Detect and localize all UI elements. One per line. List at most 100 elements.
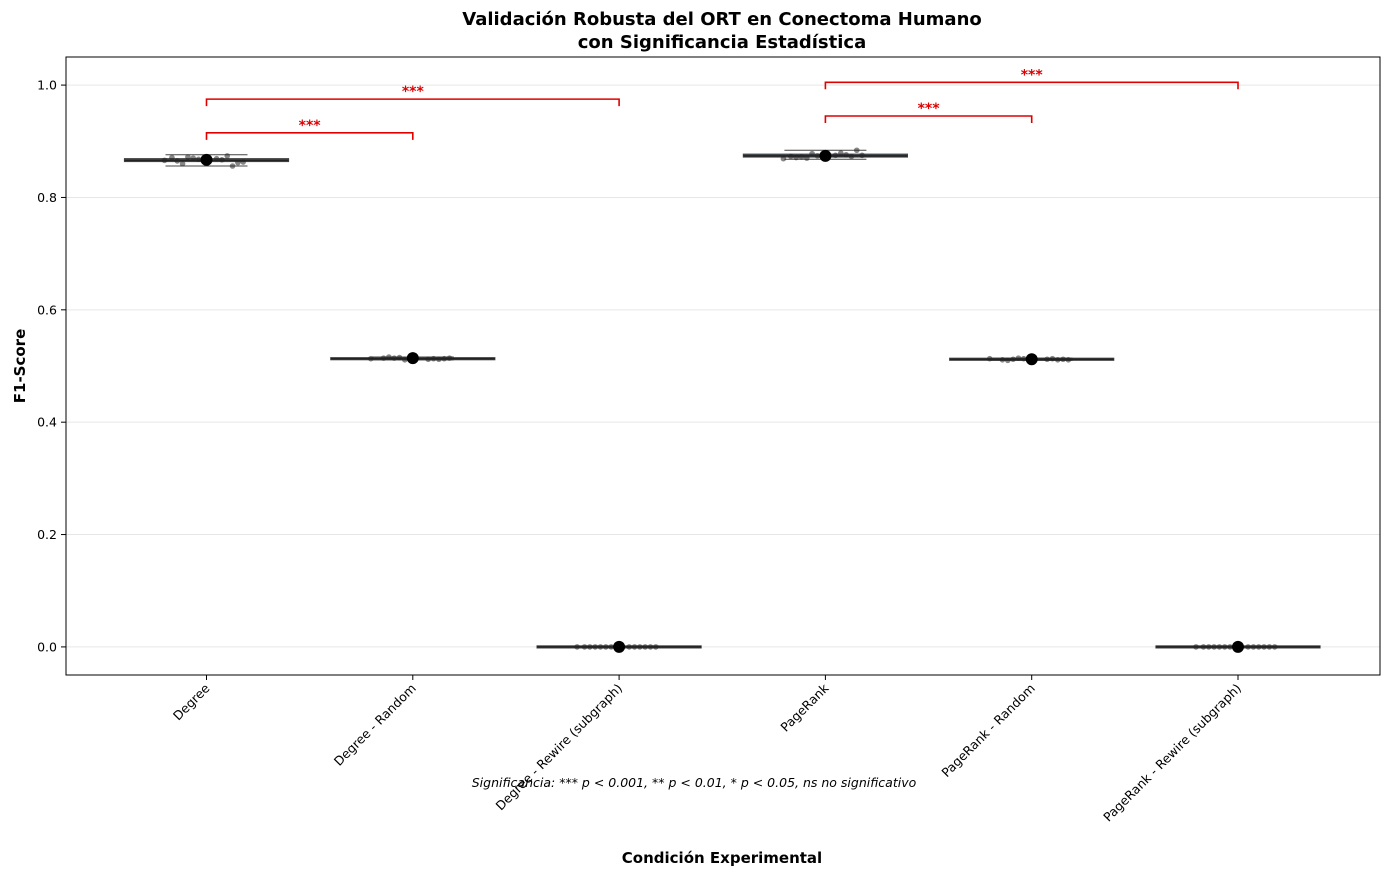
box-group [536, 640, 702, 653]
data-point [1221, 644, 1228, 650]
data-point [229, 163, 236, 169]
data-point [430, 355, 437, 362]
data-point [1266, 644, 1273, 650]
data-point [1261, 644, 1267, 650]
data-point [1205, 644, 1212, 650]
box-group [742, 147, 909, 162]
data-point [631, 644, 638, 650]
significance-label: *** [1021, 67, 1044, 83]
data-point [798, 154, 805, 160]
data-point [190, 155, 197, 161]
data-point [853, 147, 860, 154]
data-point [832, 152, 839, 159]
data-point [235, 159, 241, 166]
data-point [1255, 644, 1262, 650]
significance-label: *** [402, 84, 425, 100]
y-tick-label: 0.0 [37, 639, 57, 654]
y-tick-label: 0.4 [37, 415, 57, 430]
data-point [1216, 644, 1223, 650]
data-point [169, 154, 175, 161]
data-point [642, 644, 648, 650]
data-point [1250, 644, 1257, 650]
data-point [396, 354, 403, 361]
y-axis: 0.0 0.2 0.4 0.6 0.8 1.0 [37, 78, 66, 654]
bracket-line [824, 115, 1033, 123]
data-point [1200, 644, 1207, 650]
x-axis-label: Condición Experimental [622, 849, 822, 867]
significance-bracket: *** [824, 67, 1239, 90]
data-point [1211, 644, 1217, 650]
data-point [587, 644, 593, 650]
data-point [626, 644, 633, 650]
data-point [179, 160, 186, 167]
data-point [213, 155, 220, 162]
data-point [224, 153, 231, 159]
data-point [1054, 357, 1061, 363]
data-point [652, 644, 659, 650]
data-point [1015, 355, 1022, 361]
mean-marker [406, 352, 419, 365]
x-tick-label: Degree - Rewire (subgraph) [492, 681, 625, 814]
x-tick-label: PageRank - Random [938, 681, 1037, 780]
y-tick-label: 0.6 [37, 302, 57, 317]
data-point [402, 357, 408, 363]
data-point [597, 644, 604, 650]
data-point [592, 644, 598, 650]
x-axis: Degree Degree - Random Degree - Rewire (su… [170, 675, 1244, 825]
data-point [574, 644, 580, 650]
mean-marker [1232, 640, 1244, 653]
chart-subtitle: con Significancia Estadística [578, 32, 866, 53]
y-tick-label: 1.0 [37, 78, 57, 93]
significance-label: *** [299, 118, 322, 134]
data-point [793, 154, 799, 161]
mean-marker [200, 153, 213, 166]
data-point [425, 356, 432, 363]
significance-footnote: Significancia: *** p < 0.001, ** p < 0.0… [472, 775, 917, 790]
data-point [240, 159, 246, 165]
data-point [647, 644, 654, 650]
data-point [581, 644, 588, 650]
data-point [859, 152, 865, 159]
data-point [219, 157, 225, 163]
data-point [637, 644, 643, 650]
y-gridlines [66, 84, 1380, 648]
bracket-line [205, 98, 620, 107]
data-point [1060, 356, 1066, 363]
data-point [441, 355, 447, 362]
data-point [780, 155, 787, 162]
bracket-line [824, 81, 1239, 90]
significance-bracket: *** [824, 101, 1033, 123]
data-point [809, 150, 815, 157]
data-point [1227, 644, 1233, 650]
box-group [123, 153, 290, 169]
box-group [330, 352, 496, 365]
mean-marker [1025, 353, 1038, 366]
data-point [603, 644, 609, 650]
significance-label: *** [918, 101, 941, 117]
data-point [848, 153, 855, 160]
data-point [838, 150, 844, 156]
data-point [608, 644, 614, 650]
box-group [1155, 640, 1321, 653]
mean-marker [819, 149, 832, 162]
data-point [1271, 644, 1278, 650]
data-point [1020, 355, 1027, 362]
y-axis-label: F1-Score [11, 329, 29, 403]
data-point [1010, 356, 1016, 363]
x-tick-label: Degree - Random [331, 681, 419, 769]
data-point [1193, 644, 1199, 650]
data-point [814, 153, 821, 159]
y-tick-label: 0.8 [37, 190, 57, 205]
data-point [161, 157, 168, 164]
data-point [446, 355, 453, 361]
y-tick-label: 0.2 [37, 527, 57, 542]
data-point [1245, 644, 1251, 650]
data-point [1049, 355, 1056, 362]
data-point [380, 355, 387, 361]
box-group [949, 353, 1115, 366]
significance-brackets: *** *** *** *** [205, 67, 1239, 140]
x-tick-label: PageRank [777, 680, 832, 735]
x-tick-label: Degree [170, 680, 213, 723]
data-point [368, 355, 374, 362]
